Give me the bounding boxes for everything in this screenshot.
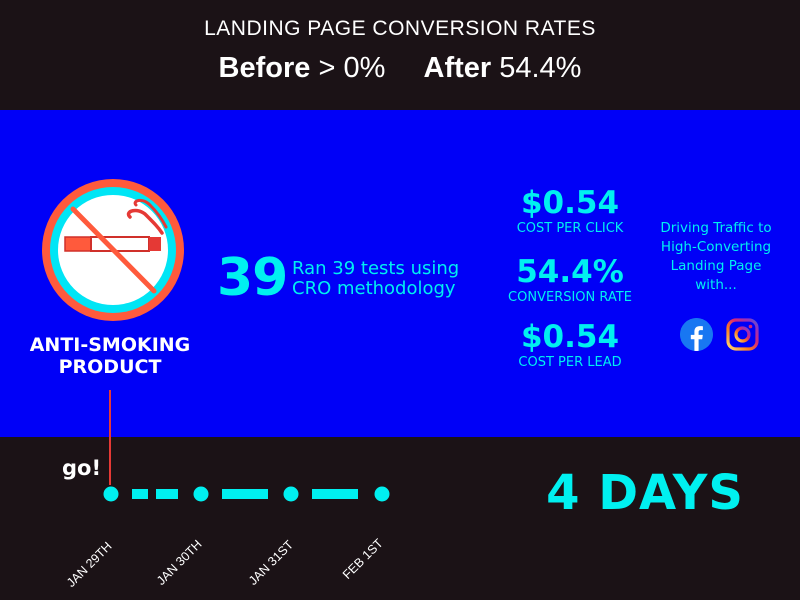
timeline-dash: [222, 489, 268, 499]
traffic-line2: High-Converting: [660, 239, 772, 255]
metric-cost-per-lead: $0.54 COST PER LEAD: [490, 320, 650, 371]
page-title: LANDING PAGE CONVERSION RATES: [204, 17, 596, 40]
timeline-dash: [156, 489, 178, 499]
tests-description-line1: Ran 39 tests using: [292, 258, 460, 279]
start-label: go!: [62, 456, 102, 480]
after-value: 54.4%: [499, 52, 582, 84]
start-marker-line: [109, 390, 111, 485]
timeline-date: FEB 1ST: [340, 536, 386, 582]
timeline-dash: [312, 489, 358, 499]
metric-label: COST PER LEAD: [518, 355, 622, 370]
timeline-dot: [193, 486, 209, 502]
metric-value: $0.54: [520, 185, 620, 221]
metric-value: $0.54: [520, 319, 620, 355]
product-label: ANTI-SMOKING PRODUCT: [10, 334, 210, 378]
traffic-line3: Landing Page: [670, 258, 762, 274]
instagram-icon: [726, 318, 759, 351]
after-label: After: [423, 52, 492, 84]
traffic-line4: with...: [695, 277, 737, 293]
no-smoking-icon: [42, 179, 184, 321]
metric-label: COST PER CLICK: [516, 221, 624, 236]
timeline-dash: [132, 489, 148, 499]
before-label: Before: [218, 52, 311, 84]
timeline-date: JAN 30TH: [154, 537, 205, 588]
metric-cost-per-click: $0.54 COST PER CLICK: [490, 186, 650, 237]
product-label-line1: ANTI-SMOKING: [29, 334, 191, 356]
tests-description-line2: CRO methodology: [292, 278, 456, 299]
timeline-date: JAN 31ST: [246, 537, 297, 588]
traffic-line1: Driving Traffic to: [660, 220, 772, 236]
product-label-line2: PRODUCT: [58, 356, 162, 378]
timeline: [103, 486, 390, 502]
before-value: > 0%: [318, 52, 386, 84]
header: LANDING PAGE CONVERSION RATES Before > 0…: [0, 0, 800, 108]
metric-label: CONVERSION RATE: [508, 290, 632, 305]
facebook-icon: [680, 318, 713, 351]
timeline-dot: [103, 486, 119, 502]
metric-conversion-rate: 54.4% CONVERSION RATE: [490, 255, 650, 306]
timeline-date: JAN 29TH: [64, 539, 115, 590]
duration-label: 4 DAYS: [546, 465, 744, 521]
timeline-dot: [374, 486, 390, 502]
traffic-description: Driving Traffic to High-Converting Landi…: [650, 219, 782, 295]
tests-description: Ran 39 tests using CRO methodology: [292, 259, 482, 299]
timeline-dot: [283, 486, 299, 502]
metric-value: 54.4%: [516, 254, 624, 290]
tests-count: 39: [217, 248, 288, 308]
before-after-summary: Before > 0% After 54.4%: [0, 52, 800, 85]
